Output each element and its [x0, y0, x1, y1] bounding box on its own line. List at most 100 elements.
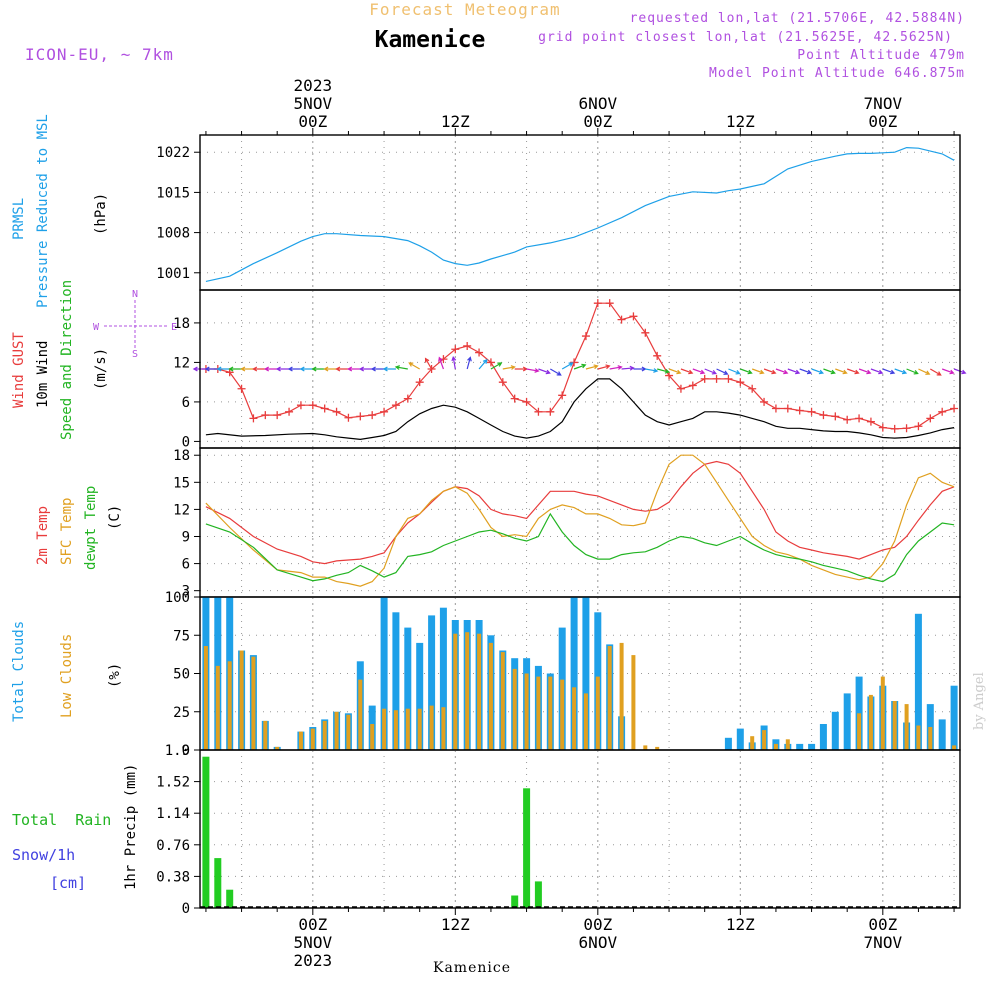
low-cloud-bar: [750, 736, 755, 750]
panel-frame: [199, 447, 961, 598]
x-label-top: 6NOV: [579, 94, 618, 113]
low-cloud-bar: [310, 728, 315, 750]
gust-marker: [332, 407, 341, 416]
gust-marker: [308, 401, 317, 410]
low-cloud-bar: [868, 694, 873, 750]
wind-direction-arrow: [740, 368, 753, 375]
wind-direction-arrow: [451, 355, 457, 370]
cloud-unit-label: (%): [107, 663, 123, 688]
compass-s: S: [132, 349, 138, 360]
precip-axis-label: 1hr Precip (mm): [123, 764, 139, 890]
t2m-label: 2m Temp: [35, 506, 51, 565]
model-label: ICON-EU, ~ 7km: [25, 45, 174, 64]
wind-direction-arrow: [204, 366, 218, 372]
wind-direction-arrow: [424, 357, 433, 370]
low-cloud-bar: [607, 646, 612, 750]
rain-bar: [511, 895, 519, 908]
low-cloud-bar: [524, 673, 529, 750]
wind-direction-arrow: [299, 366, 313, 372]
gust-marker: [475, 348, 484, 357]
10m-wind-line: [205, 378, 955, 441]
low-cloud-bar: [643, 745, 648, 750]
low-cloud-bar: [548, 676, 553, 750]
total-cloud-bar: [938, 719, 946, 750]
gust-marker: [676, 384, 685, 393]
pressure-unit-label: (hPa): [93, 193, 109, 235]
total-cloud-bar: [439, 607, 447, 750]
gust-marker: [522, 397, 531, 406]
compass-w: W: [93, 322, 100, 333]
low-cloud-bar: [512, 668, 517, 750]
gust-marker: [855, 414, 864, 423]
low-cloud-bar: [560, 679, 565, 750]
wind-direction-arrow: [846, 368, 860, 375]
wind-direction-arrow: [906, 368, 919, 375]
y-tick-label: 1015: [156, 185, 190, 201]
gust-marker: [688, 381, 697, 390]
compass-rose: N S W E: [93, 289, 177, 360]
y-tick-label: 18: [173, 448, 190, 464]
wind-direction-arrow: [680, 368, 694, 375]
rain-bar: [534, 881, 542, 908]
low-cloud-bar: [488, 642, 493, 750]
low-cloud-bar: [298, 731, 303, 750]
wind-direction-arrow: [692, 368, 706, 375]
low-cloud-bar: [441, 707, 446, 750]
wind-direction-arrow: [870, 368, 884, 375]
gust-marker: [938, 407, 947, 416]
wind-direction-arrow: [918, 368, 931, 375]
gust-marker: [344, 413, 353, 422]
gust-marker: [617, 315, 626, 324]
gust-marker: [748, 384, 757, 393]
wind-direction-arrow: [216, 366, 230, 372]
total-cloud-bar: [843, 693, 851, 750]
gust-marker: [593, 299, 602, 308]
temp-labels: 2m Temp SFC Temp dewpt Temp (C): [35, 486, 123, 570]
y-tick-label: 0: [182, 901, 190, 917]
wind-direction-arrow: [585, 364, 599, 370]
x-label-top: 2023: [294, 76, 333, 95]
low-cloud-bar: [619, 642, 624, 750]
y-tick-label: 1.52: [156, 775, 190, 791]
low-cloud-bar: [227, 661, 232, 750]
low-cloud-bar: [251, 656, 256, 750]
wind-direction-arrow: [716, 368, 729, 375]
low-cloud-bar: [405, 708, 410, 750]
gust-marker: [415, 378, 424, 387]
temp-unit-label: (C): [107, 505, 123, 530]
wind-direction-arrow: [311, 366, 325, 372]
sfc-label: SFC Temp: [59, 498, 75, 565]
low-cloud-bar: [880, 676, 885, 750]
gust-marker: [486, 358, 495, 367]
low-cloud-label: Low Clouds: [59, 634, 75, 718]
panel-2: 3 6 9 12 15 18: [173, 447, 961, 600]
wind-direction-arrow: [763, 368, 777, 375]
low-cloud-bar: [916, 725, 921, 750]
gust-marker: [427, 365, 436, 373]
gust-marker: [273, 411, 282, 420]
wind-direction-arrow: [370, 366, 385, 372]
low-cloud-bar: [500, 652, 505, 750]
low-cloud-bar: [892, 701, 897, 750]
requested-coords: requested lon,lat (21.5706E, 42.5884N): [630, 11, 965, 26]
low-cloud-bar: [215, 665, 220, 750]
gust-marker: [878, 423, 887, 432]
gust-marker: [700, 374, 709, 383]
panel-1: 0 6 12 18: [173, 289, 967, 450]
wind-direction-arrow: [394, 365, 408, 370]
point-altitude: Point Altitude 479m: [797, 48, 965, 63]
y-tick-label: 6: [182, 557, 190, 573]
gust-marker: [296, 401, 305, 410]
wind-direction-arrow: [382, 366, 396, 372]
wind-direction-arrow: [728, 368, 741, 375]
wind-direction-arrow: [858, 368, 872, 375]
gust-marker: [831, 412, 840, 421]
y-tick-label: 3: [182, 584, 190, 600]
low-cloud-bar: [857, 713, 862, 750]
low-cloud-bar: [465, 632, 470, 750]
low-cloud-bar: [417, 708, 422, 750]
x-label-bottom: 12Z: [441, 915, 470, 934]
snow-label: Snow/1h: [12, 846, 75, 864]
station-title: Kamenice: [375, 27, 486, 53]
low-cloud-bar: [334, 711, 339, 751]
